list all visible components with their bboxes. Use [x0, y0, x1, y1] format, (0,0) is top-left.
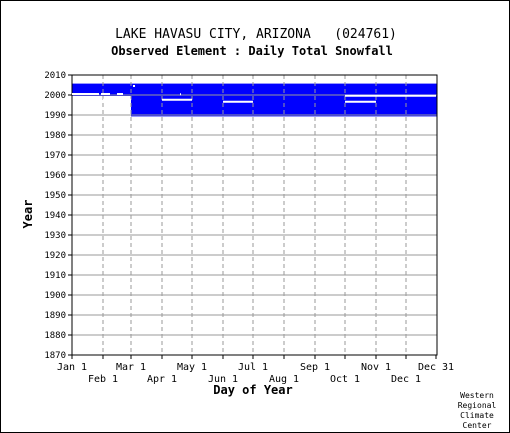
x-tick-label: Mar 1	[116, 362, 146, 373]
y-tick-label: 1940	[44, 211, 66, 221]
missing-data	[72, 85, 436, 103]
y-tick-label: 2010	[44, 71, 66, 81]
x-tick-label: Nov 1	[361, 362, 391, 373]
y-tick-label: 1870	[44, 351, 66, 361]
credit-line-2: Regional	[458, 401, 497, 410]
x-axis-label: Day of Year	[213, 383, 292, 397]
y-tick-label: 1920	[44, 251, 66, 261]
x-tick-label: Apr 1	[147, 374, 177, 385]
x-tick-label: Feb 1	[88, 374, 118, 385]
x-tick-label: Dec 1	[391, 374, 421, 385]
y-tick-label: 1990	[44, 111, 66, 121]
credit-line-3: Climate	[460, 411, 494, 420]
y-tick-label: 1980	[44, 131, 66, 141]
y-tick-label: 1970	[44, 151, 66, 161]
y-tick-label: 1960	[44, 171, 66, 181]
credit-line-4: Center	[463, 421, 492, 430]
y-tick-label: 1910	[44, 271, 66, 281]
x-tick-label: Aug 1	[269, 374, 299, 385]
y-axis-label: Year	[21, 200, 35, 229]
y-tick-label: 2000	[44, 91, 66, 101]
x-tick-label: Sep 1	[300, 362, 330, 373]
chart-title: LAKE HAVASU CITY, ARIZONA (024761)	[115, 27, 397, 42]
wrcc-credit: Western Regional Climate Center	[458, 391, 497, 430]
x-tick-label: Jan 1	[57, 362, 87, 373]
observed-block	[72, 83, 131, 96]
x-tick-label: Jul 1	[238, 362, 268, 373]
y-axis-ticks: 2010 2000 1990 1980 1970 1960 1950 1940 1930 1920…	[44, 71, 72, 361]
y-tick-label: 1890	[44, 311, 66, 321]
y-tick-label: 1900	[44, 291, 66, 301]
x-tick-label: Oct 1	[330, 374, 360, 385]
credit-line-1: Western	[460, 391, 494, 400]
y-tick-label: 1880	[44, 331, 66, 341]
chart-subtitle: Observed Element : Daily Total Snowfall	[111, 44, 393, 58]
y-tick-label: 1950	[44, 191, 66, 201]
x-tick-label: Jun 1	[208, 374, 238, 385]
x-axis-ticks: Jan 1 Mar 1 May 1 Jul 1 Sep 1 Nov 1 Dec 31 Feb …	[57, 355, 454, 385]
x-tick-label: May 1	[177, 362, 207, 373]
x-tick-label: Dec 31	[418, 362, 454, 373]
y-tick-label: 1930	[44, 231, 66, 241]
